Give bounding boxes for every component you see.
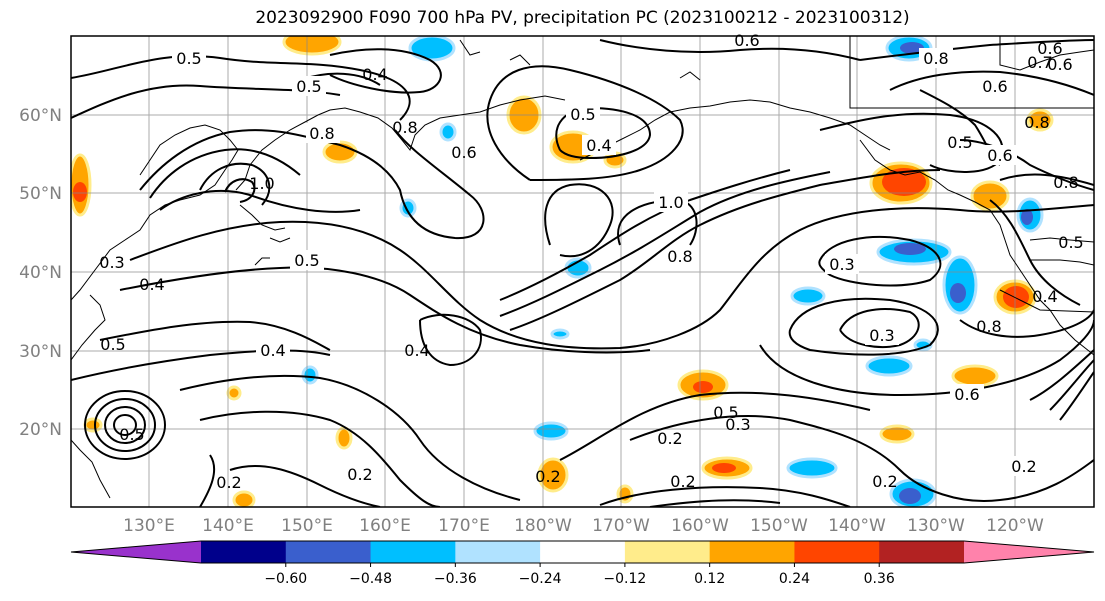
contour-label: 0.5 [1058,233,1083,252]
negative-anomaly-areas [301,36,1044,507]
lon-label: 150°E [281,516,333,536]
contour-label: 0.8 [1024,113,1049,132]
contour-label: 0.2 [872,472,897,491]
contour-label: 0.6 [1047,55,1072,74]
colorbar-extension-high [964,541,1094,563]
colorbar-segment [540,541,626,563]
contour-label: 0.5 [947,133,972,152]
contour-label: 0.3 [869,326,894,345]
contour-label: 0.4 [139,275,164,294]
contour-label: 0.3 [829,255,854,274]
colorbar-tick-label: −0.12 [603,571,646,587]
contour-label: 0.3 [99,253,124,272]
contour-label: 0.2 [1011,457,1036,476]
lon-label: 160°W [671,516,729,536]
contour-label: 0.5 [100,335,125,354]
lon-label: 170°E [438,516,490,536]
colorbar-tick-label: −0.60 [264,571,307,587]
map-title: 2023092900 F090 700 hPa PV, precipitatio… [255,8,910,28]
latitude-labels: 60°N 50°N 40°N 30°N 20°N [19,106,62,440]
colorbar-outline [70,540,1095,564]
colorbar-tick-label: 0.24 [779,571,810,587]
lon-label: 140°W [828,516,886,536]
contour-labels: 0.5 0.4 0.5 0.6 0.8 0.8 0.6 0.5 0.4 0.6 … [99,31,1083,492]
contour-label: 0.4 [362,65,387,84]
colorbar-segment [794,541,880,563]
contour-label: 1.0 [249,174,274,193]
contour-label: 0.8 [392,118,417,137]
lon-label: 140°E [202,516,254,536]
contour-label: 0.8 [976,317,1001,336]
contour-label: 0.5 [713,403,738,422]
lon-label: 150°W [750,516,808,536]
lon-label: 130°E [123,516,175,536]
colorbar-tick-label: −0.48 [349,571,392,587]
colorbar-segment [201,541,287,563]
contour-label: 0.6 [1037,39,1062,58]
lon-label: 160°E [359,516,411,536]
colorbar-tick-label: −0.36 [434,571,477,587]
contour-label: 1.0 [658,193,683,212]
colorbar-tick-label: 0.12 [694,571,725,587]
contour-label: 0.8 [667,247,692,266]
contour-label: 0.8 [1053,173,1078,192]
contour-label: 0.7 [1027,53,1052,72]
contour-label: 0.4 [586,136,611,155]
contour-label: 0.2 [216,473,241,492]
lat-label: 30°N [19,342,62,362]
contour-label: 0.5 [570,105,595,124]
contour-label: 0.2 [347,465,372,484]
colorbar: −0.60 −0.48 −0.36 −0.24 −0.12 0.12 0.24 0.36 [70,540,1095,587]
contour-label: 0.8 [923,49,948,68]
contour-label: 0.5 [176,49,201,68]
colorbar-segment [624,541,711,563]
colorbar-tick-label: −0.24 [519,571,562,587]
colorbar-segment [879,541,965,563]
contour-label: 0.4 [1032,287,1057,306]
contour-label: 0.6 [954,385,979,404]
lat-label: 60°N [19,106,62,126]
contour-label: 0.6 [982,77,1007,96]
lat-label: 20°N [19,420,62,440]
map-frame [70,35,1095,508]
lat-label: 50°N [19,184,62,204]
lon-label: 120°W [986,516,1044,536]
contour-label: 0.4 [404,341,429,360]
contour-label: 0.3 [725,415,750,434]
longitude-labels: 130°E 140°E 150°E 160°E 170°E 180°W 170°… [123,516,1044,536]
contour-label: 0.5 [296,77,321,96]
lon-label: 130°W [907,516,965,536]
lon-label: 170°W [592,516,650,536]
contour-label: 0.2 [670,472,695,491]
lon-label: 180°W [514,516,572,536]
colorbar-extension-low [71,541,201,563]
contour-label: 0.2 [535,467,560,486]
colorbar-segment [285,541,372,563]
contour-label: 0.6 [987,146,1012,165]
contour-label: 0.5 [119,425,144,444]
contour-label: 0.4 [260,341,285,360]
contour-label: 0.8 [309,124,334,143]
colorbar-segment [455,541,541,563]
colorbar-segment [709,541,795,563]
lat-label: 40°N [19,263,62,283]
contour-label: 0.6 [734,31,759,50]
contour-label: 0.5 [294,251,319,270]
contour-label: 0.2 [657,429,682,448]
colorbar-segment [370,541,456,563]
coastlines [71,36,1094,499]
contour-label: 0.6 [451,143,476,162]
colorbar-tick-label: 0.36 [864,571,895,587]
